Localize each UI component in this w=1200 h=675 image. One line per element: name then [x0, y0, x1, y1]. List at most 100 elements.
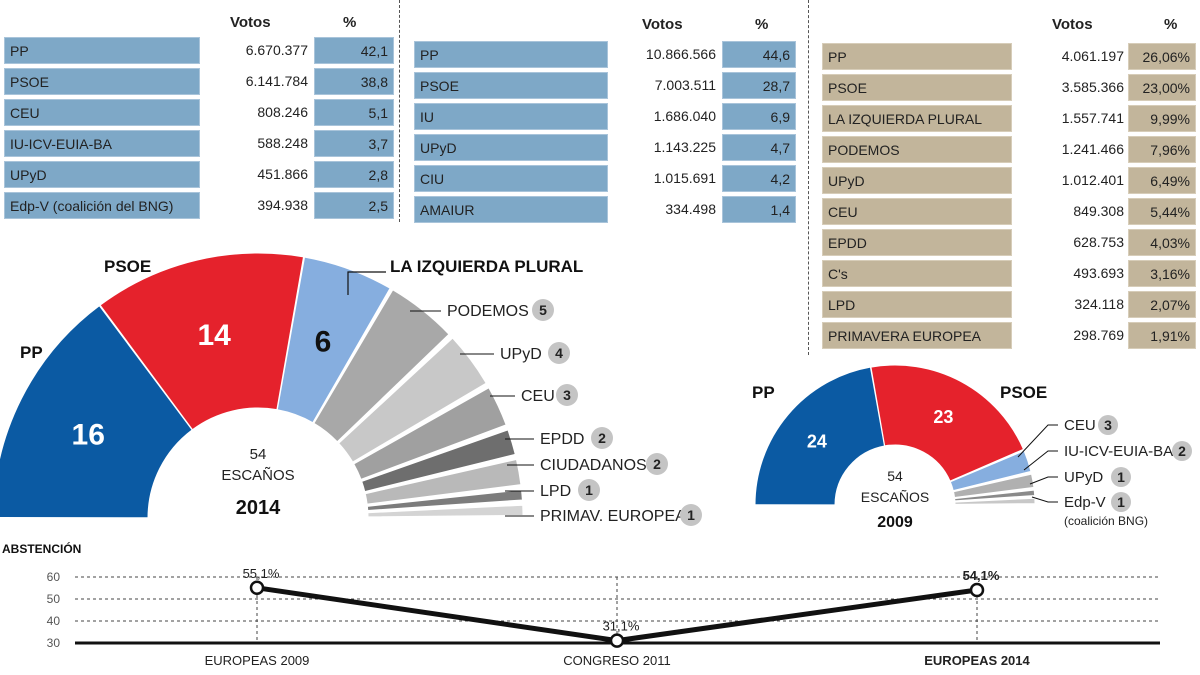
party-label-psoe: PSOE	[104, 257, 151, 276]
votes-value: 6.141.784	[245, 73, 308, 89]
separator-left	[399, 0, 400, 222]
pct-value: 4,2	[722, 165, 796, 192]
pct-value: 3,16%	[1128, 260, 1196, 287]
party-label: PRIMAV. EUROPEA	[540, 508, 686, 525]
party-name: CEU	[822, 198, 1012, 225]
party-name: PP	[822, 43, 1012, 70]
seat-segment-2014	[361, 429, 516, 493]
votes-value: 324.118	[1074, 296, 1124, 312]
party-badge	[556, 384, 578, 406]
seat-segment-2009	[954, 489, 1036, 502]
party-name: IU-ICV-EUIA-BA	[4, 130, 200, 157]
party-seats: 3	[563, 387, 571, 403]
seat-value-label: 14	[197, 319, 231, 352]
party-name: C's	[822, 260, 1012, 287]
votes-value: 451.866	[257, 166, 308, 182]
votes-value: 1.241.466	[1061, 141, 1124, 157]
party-badge	[1098, 415, 1118, 435]
seat-segment-2014	[367, 504, 524, 518]
party-label-pp: PP	[20, 343, 43, 362]
party-name: LA IZQUIERDA PLURAL	[822, 105, 1012, 132]
chart-title-abstention: ABSTENCIÓN	[2, 541, 81, 556]
chart-year-2009: 2009	[877, 514, 913, 531]
party-name: UPyD	[4, 161, 200, 188]
party-name: PSOE	[414, 72, 608, 99]
votes-value: 1.012.401	[1061, 172, 1124, 188]
seat-segment-2014	[364, 458, 522, 505]
leader-line	[1029, 476, 1058, 485]
pct-value: 2,8	[314, 161, 394, 188]
party-seats: 2	[598, 430, 606, 446]
x-tick-label: CONGRESO 2011	[563, 653, 670, 668]
party-name: IU	[414, 103, 608, 130]
seat-value-label: 16	[72, 419, 105, 452]
party-label: UPyD	[1064, 469, 1103, 486]
y-tick-label: 30	[47, 636, 61, 650]
votes-value: 1.015.691	[653, 170, 716, 186]
votes-value: 808.246	[257, 104, 308, 120]
party-label-pp: PP	[752, 383, 775, 402]
votes-value: 394.938	[257, 197, 308, 213]
table-2011-header-votes: Votos	[642, 16, 683, 33]
party-badge	[1111, 492, 1131, 512]
pct-value: 44,6	[722, 41, 796, 68]
party-label: EPDD	[540, 431, 584, 448]
party-badge	[1111, 467, 1131, 487]
votes-value: 1.557.741	[1061, 110, 1124, 126]
party-label: UPyD	[500, 346, 542, 363]
pct-value: 2,07%	[1128, 291, 1196, 318]
y-tick-label: 50	[47, 592, 61, 606]
party-seats: 1	[1117, 469, 1125, 485]
votes-value: 334.498	[665, 201, 716, 217]
votes-value: 3.585.366	[1061, 79, 1124, 95]
votes-value: 7.003.511	[654, 77, 716, 93]
party-label: LPD	[540, 483, 571, 500]
party-seats: 3	[1104, 417, 1112, 433]
pct-value: 1,91%	[1128, 322, 1196, 349]
party-name: UPyD	[822, 167, 1012, 194]
party-label: CEU	[1064, 417, 1096, 434]
seat-segment-2014	[313, 289, 450, 443]
seat-segment-2009	[952, 473, 1035, 498]
data-label: 54,1%	[963, 568, 1000, 583]
party-name: EPDD	[822, 229, 1012, 256]
table-2014-header-votes: Votos	[1052, 16, 1093, 33]
seat-segment-2014	[0, 305, 193, 519]
party-label: CEU	[521, 388, 555, 405]
pct-value: 3,7	[314, 130, 394, 157]
data-label: 55,1%	[243, 566, 280, 581]
seat-segment-2009	[954, 497, 1036, 505]
pct-value: 6,9	[722, 103, 796, 130]
party-seats: 1	[687, 507, 695, 523]
party-name: CIU	[414, 165, 608, 192]
party-name: Edp-V (coalición del BNG)	[4, 192, 200, 219]
seat-total: 54	[250, 446, 267, 463]
votes-value: 628.753	[1073, 234, 1124, 250]
votes-value: 493.693	[1073, 265, 1124, 281]
pct-value: 42,1	[314, 37, 394, 64]
party-name: UPyD	[414, 134, 608, 161]
party-name: PSOE	[822, 74, 1012, 101]
data-label: 31,1%	[603, 619, 640, 634]
x-tick-label: EUROPEAS 2014	[924, 653, 1030, 668]
chart-year-2014: 2014	[236, 497, 281, 519]
pct-value: 1,4	[722, 196, 796, 223]
y-tick-label: 60	[47, 570, 61, 584]
party-badge	[548, 342, 570, 364]
votes-value: 298.769	[1073, 327, 1124, 343]
table-2009-header-votes: Votos	[230, 14, 271, 31]
seat-value-label: 23	[933, 407, 953, 427]
seat-segment-2014	[276, 256, 391, 424]
party-name: PODEMOS	[822, 136, 1012, 163]
pct-value: 9,99%	[1128, 105, 1196, 132]
party-name: PP	[4, 37, 200, 64]
party-label: CIUDADANOS	[540, 457, 647, 474]
votes-value: 4.061.197	[1061, 48, 1124, 64]
votes-value: 588.248	[257, 135, 308, 151]
party-badge	[680, 504, 702, 526]
party-seats: 2	[653, 456, 661, 472]
party-badge	[591, 427, 613, 449]
party-seats: 1	[1117, 494, 1125, 510]
party-name: CEU	[4, 99, 200, 126]
